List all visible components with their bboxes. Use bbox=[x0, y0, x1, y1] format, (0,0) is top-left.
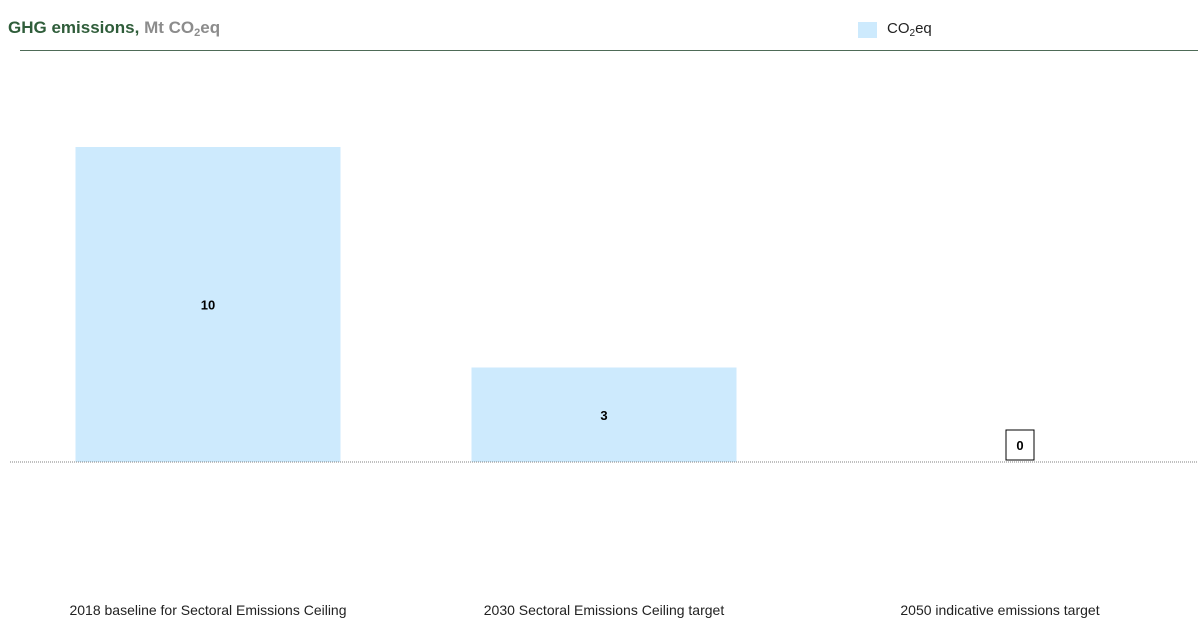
title-unit: Mt CO2eq bbox=[144, 18, 221, 39]
category-label: 2050 indicative emissions target bbox=[900, 602, 1099, 618]
legend-label-prefix: CO bbox=[887, 20, 910, 37]
legend-label: CO2eq bbox=[887, 20, 932, 39]
legend: CO2eq bbox=[858, 20, 932, 39]
category-label: 2018 baseline for Sectoral Emissions Cei… bbox=[69, 602, 346, 618]
title-main: GHG emissions, bbox=[8, 18, 140, 37]
category-label: 2030 Sectoral Emissions Ceiling target bbox=[484, 602, 725, 618]
title-unit-suffix: eq bbox=[200, 18, 221, 37]
bar-value-label: 0 bbox=[1016, 438, 1023, 453]
bar-value-label: 3 bbox=[600, 408, 607, 423]
legend-label-suffix: eq bbox=[915, 20, 932, 37]
title-divider bbox=[20, 50, 1198, 51]
bar-value-label: 10 bbox=[201, 298, 215, 313]
title-unit-subscript: 2 bbox=[194, 27, 201, 39]
title-unit-prefix: Mt CO bbox=[144, 18, 195, 37]
legend-label-subscript: 2 bbox=[909, 28, 916, 39]
category-labels: 2018 baseline for Sectoral Emissions Cei… bbox=[69, 602, 1099, 618]
bar bbox=[75, 147, 341, 462]
bar-value-label-box bbox=[1005, 429, 1035, 461]
chart-title: GHG emissions, Mt CO2eq bbox=[8, 18, 220, 39]
bar-series bbox=[75, 147, 737, 462]
data-labels: 10 3 0 bbox=[201, 298, 1035, 461]
legend-swatch bbox=[858, 21, 877, 38]
bar bbox=[471, 367, 737, 462]
